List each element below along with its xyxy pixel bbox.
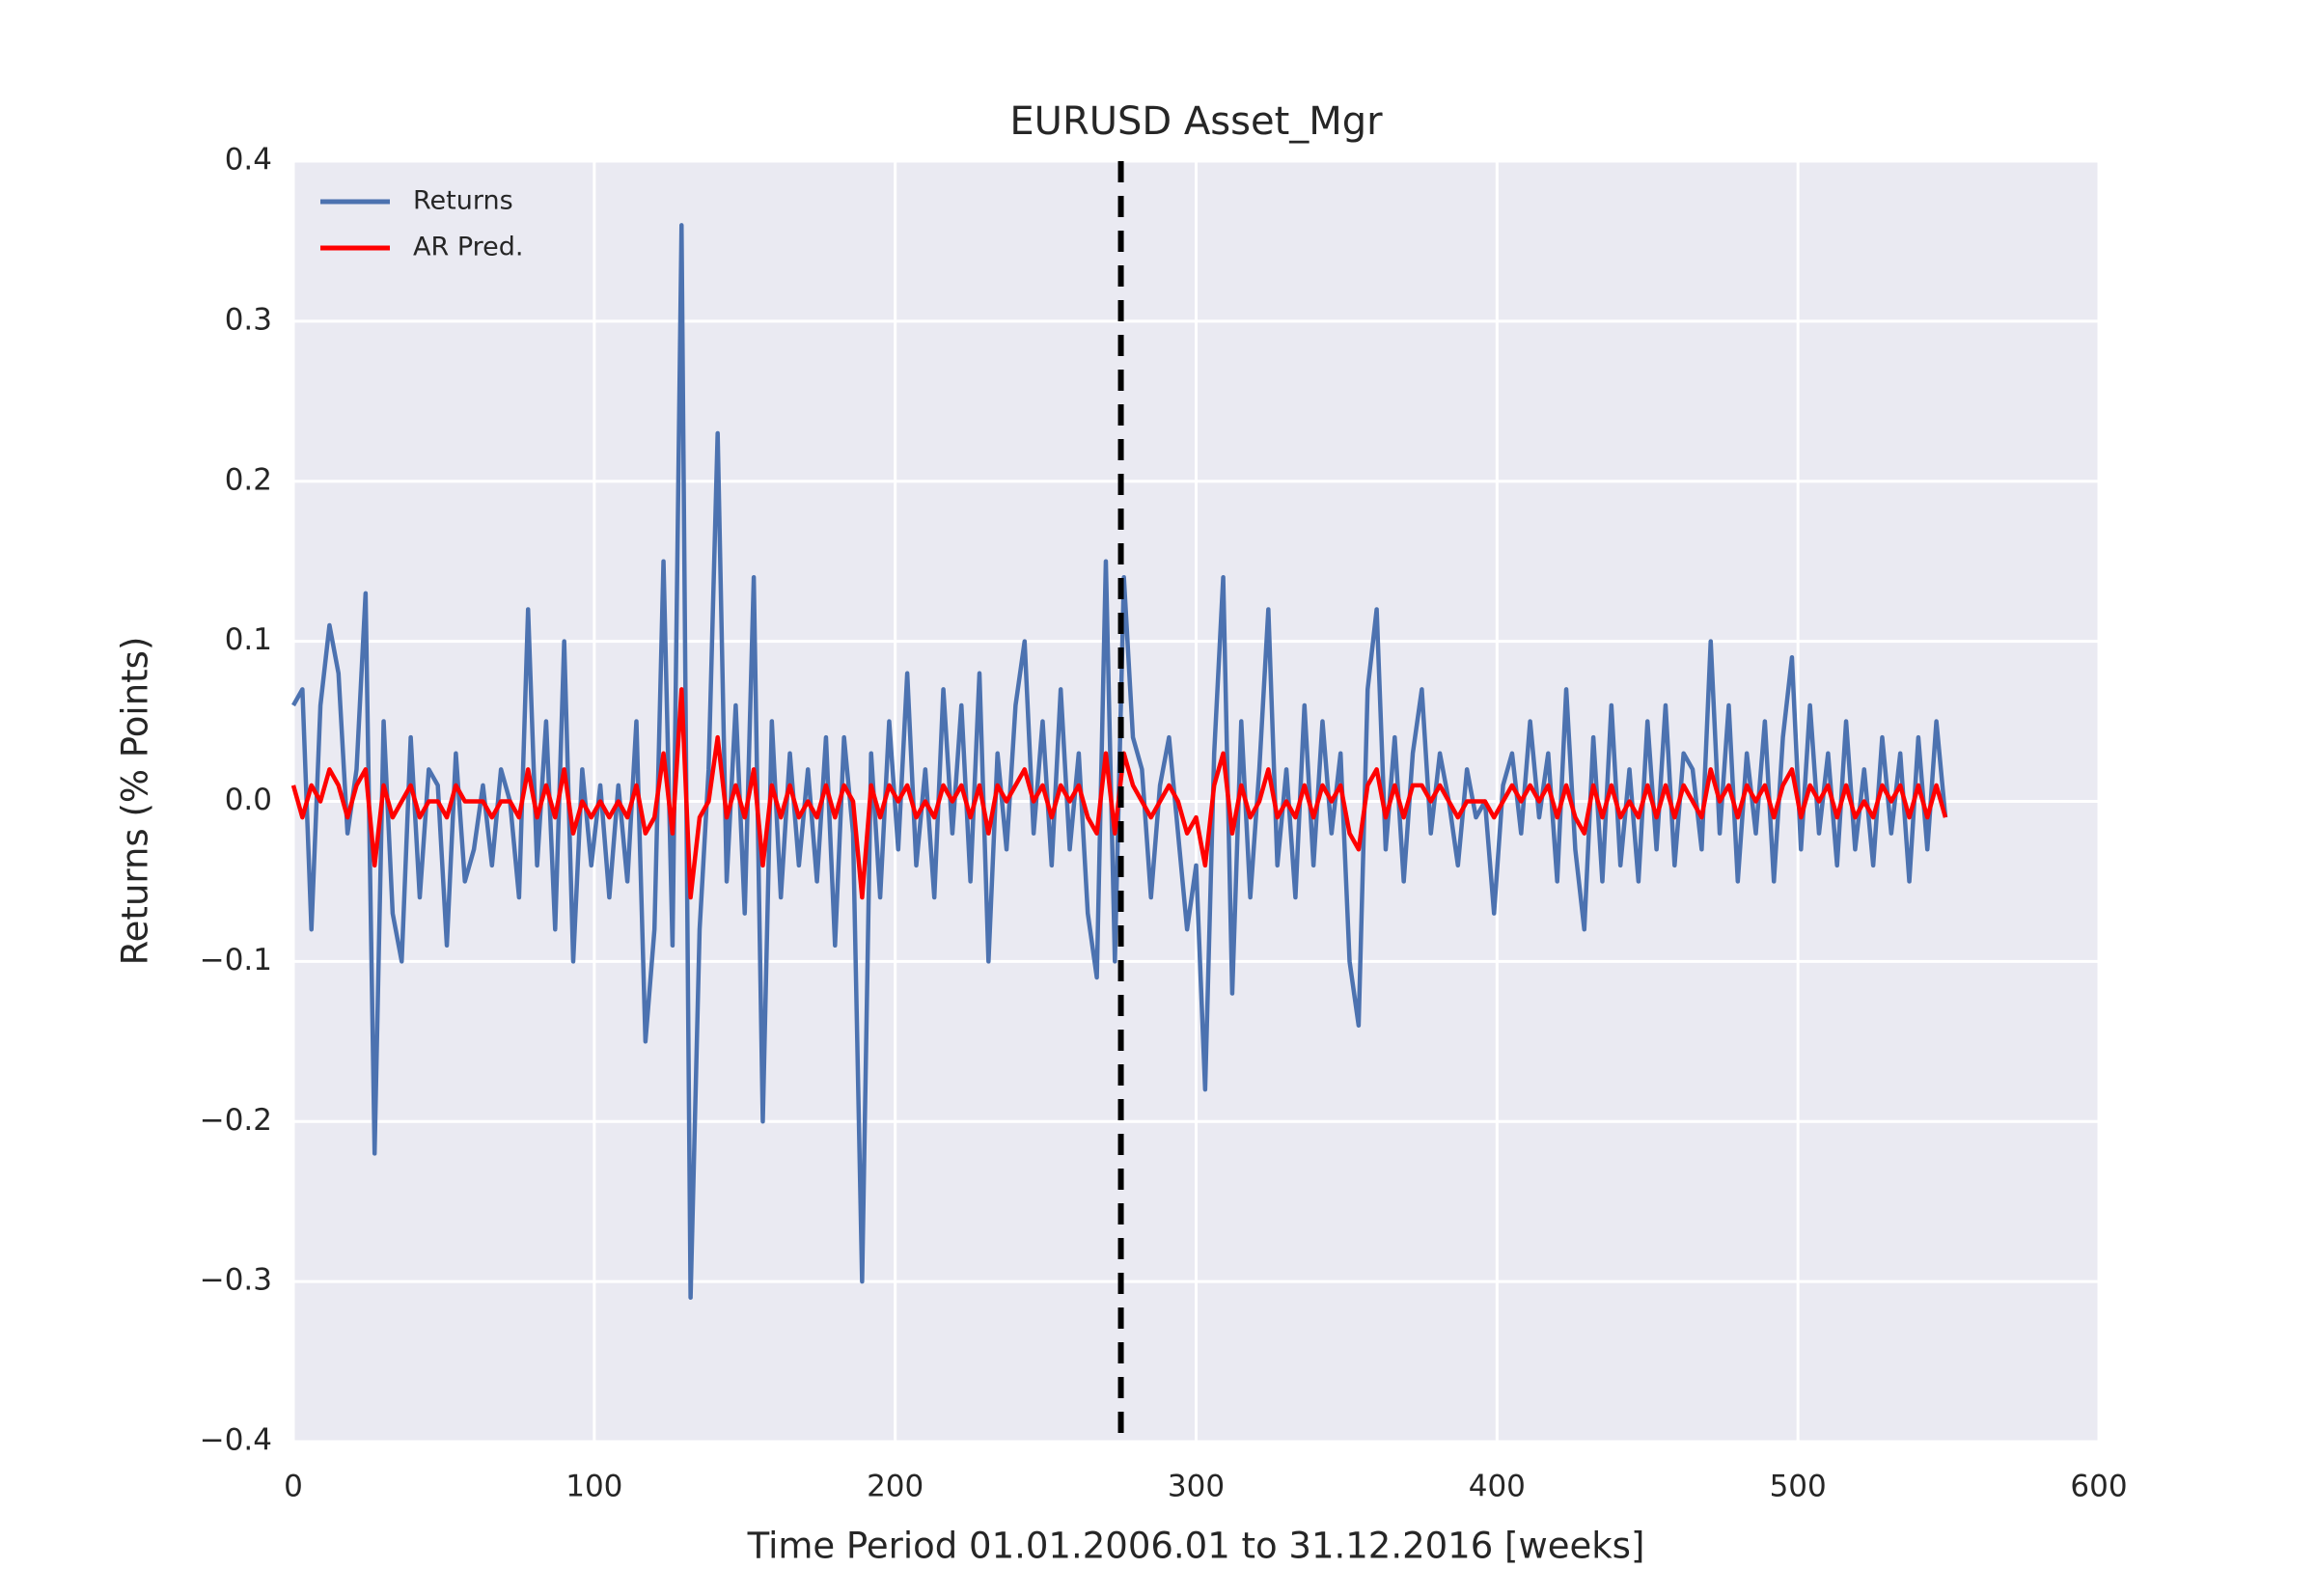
y-tick-label: −0.4 xyxy=(200,1423,272,1458)
marks xyxy=(290,161,1948,1442)
y-tick-label: 0.4 xyxy=(225,143,272,178)
legend: Returns AR Pred. xyxy=(320,186,523,262)
y-tick-label: −0.3 xyxy=(200,1263,272,1298)
x-tick-label: 200 xyxy=(867,1470,924,1504)
x-axis-label: Time Period 01.01.2006.01 to 31.12.2016 … xyxy=(747,1526,1645,1567)
ticks: 0 100 200 300 400 500 600 −0.4 −0.3 −0.2 −0.1 0.0 0.… xyxy=(200,143,2128,1504)
x-tick-label: 0 xyxy=(284,1470,303,1504)
x-tick-label: 300 xyxy=(1168,1470,1225,1504)
y-tick-label: 0.1 xyxy=(225,622,272,657)
x-tick-label: 400 xyxy=(1469,1470,1526,1504)
y-tick-label: 0.0 xyxy=(225,783,272,817)
y-tick-label: −0.2 xyxy=(200,1103,272,1138)
legend-label: AR Pred. xyxy=(413,233,523,262)
y-tick-label: 0.3 xyxy=(225,302,272,337)
x-tick-label: 500 xyxy=(1770,1470,1827,1504)
x-tick-label: 600 xyxy=(2070,1470,2127,1504)
y-axis-label: Returns (% Points) xyxy=(115,637,156,966)
x-tick-label: 100 xyxy=(565,1470,622,1504)
y-tick-label: −0.1 xyxy=(200,943,272,977)
chart-title: EURUSD Asset_Mgr xyxy=(1009,99,1383,144)
grid xyxy=(291,159,2101,1444)
y-tick-label: 0.2 xyxy=(225,462,272,497)
legend-label: Returns xyxy=(413,186,513,216)
